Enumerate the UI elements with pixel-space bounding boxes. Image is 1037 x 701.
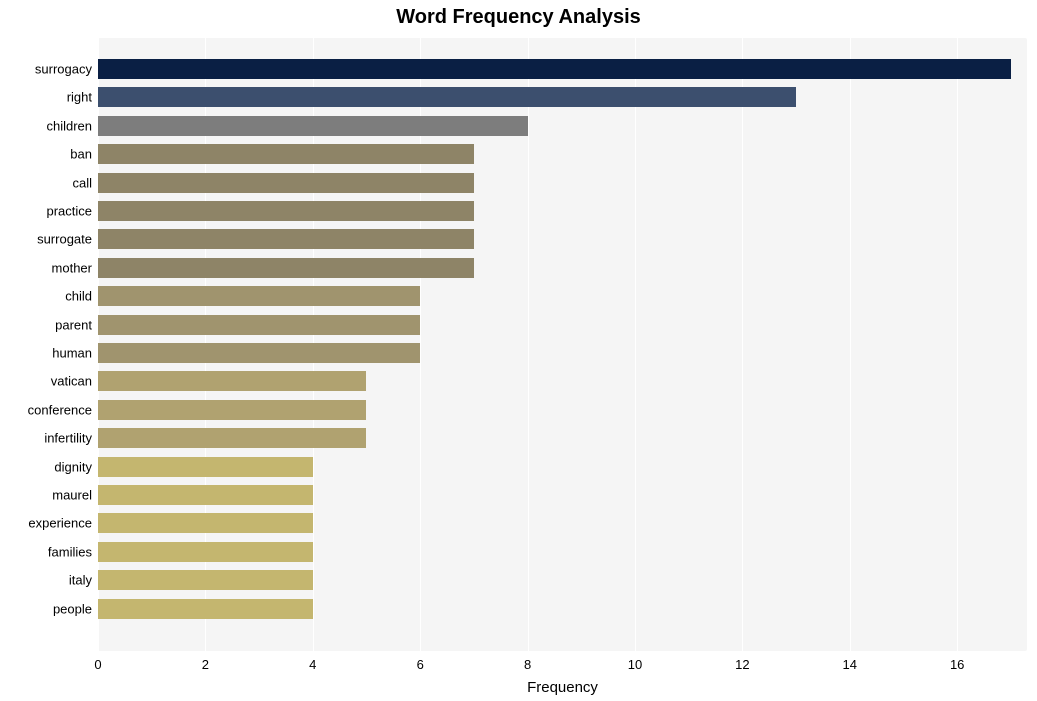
- bar: [98, 371, 366, 391]
- gridline: [850, 38, 851, 651]
- plot-area: Frequency 0246810121416surrogacyrightchi…: [98, 38, 1027, 651]
- bar: [98, 173, 474, 193]
- x-tick-label: 2: [202, 657, 209, 672]
- y-tick-label: surrogacy: [35, 62, 92, 77]
- x-tick-label: 14: [843, 657, 857, 672]
- bar: [98, 286, 420, 306]
- bar: [98, 229, 474, 249]
- x-tick-label: 0: [94, 657, 101, 672]
- y-tick-label: families: [48, 544, 92, 559]
- x-tick-label: 10: [628, 657, 642, 672]
- x-tick-label: 4: [309, 657, 316, 672]
- y-tick-label: maurel: [52, 488, 92, 503]
- bar: [98, 59, 1011, 79]
- y-tick-label: human: [52, 346, 92, 361]
- gridline: [957, 38, 958, 651]
- bar: [98, 485, 313, 505]
- y-tick-label: right: [67, 90, 92, 105]
- y-tick-label: call: [72, 175, 92, 190]
- y-tick-label: child: [65, 289, 92, 304]
- y-tick-label: ban: [70, 147, 92, 162]
- y-tick-label: dignity: [54, 459, 92, 474]
- y-tick-label: mother: [52, 260, 92, 275]
- bar: [98, 116, 528, 136]
- bar: [98, 315, 420, 335]
- chart-container: Word Frequency Analysis Frequency 024681…: [0, 0, 1037, 701]
- bar: [98, 201, 474, 221]
- bar: [98, 542, 313, 562]
- y-tick-label: italy: [69, 573, 92, 588]
- bar: [98, 599, 313, 619]
- y-tick-label: surrogate: [37, 232, 92, 247]
- y-tick-label: parent: [55, 317, 92, 332]
- x-axis-label: Frequency: [527, 679, 598, 696]
- y-tick-label: conference: [28, 402, 92, 417]
- bar: [98, 513, 313, 533]
- bar: [98, 144, 474, 164]
- y-tick-label: vatican: [51, 374, 92, 389]
- y-tick-label: children: [46, 118, 92, 133]
- gridline: [528, 38, 529, 651]
- x-tick-label: 6: [417, 657, 424, 672]
- y-tick-label: infertility: [44, 431, 92, 446]
- gridline: [635, 38, 636, 651]
- x-tick-label: 8: [524, 657, 531, 672]
- gridline: [742, 38, 743, 651]
- bar: [98, 87, 796, 107]
- bar: [98, 457, 313, 477]
- x-tick-label: 12: [735, 657, 749, 672]
- bar: [98, 343, 420, 363]
- bar: [98, 400, 366, 420]
- x-tick-label: 16: [950, 657, 964, 672]
- y-tick-label: people: [53, 601, 92, 616]
- bar: [98, 570, 313, 590]
- bar: [98, 428, 366, 448]
- y-tick-label: experience: [28, 516, 92, 531]
- bar: [98, 258, 474, 278]
- chart-title: Word Frequency Analysis: [0, 6, 1037, 29]
- y-tick-label: practice: [46, 204, 92, 219]
